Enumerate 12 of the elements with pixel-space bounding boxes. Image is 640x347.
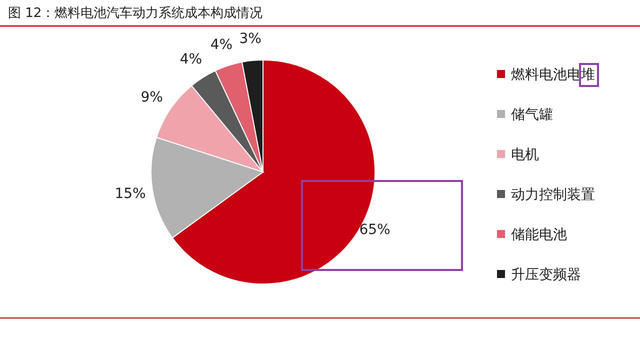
chart-title: 图 12：燃料电池汽车动力系统成本构成情况 (8, 6, 263, 21)
legend-label: 升压变频器 (511, 267, 581, 283)
data-label: 65% (359, 222, 390, 238)
data-label: 15% (114, 186, 146, 202)
legend-label: 储能电池 (511, 227, 567, 243)
data-label: 3% (239, 31, 262, 48)
legend-label: 电机 (511, 147, 539, 163)
data-label: 4% (180, 52, 202, 68)
legend-label: 动力控制装置 (511, 187, 595, 203)
data-label: 4% (210, 37, 233, 54)
legend-label: 储气罐 (511, 107, 553, 123)
data-label: 9% (140, 89, 163, 106)
